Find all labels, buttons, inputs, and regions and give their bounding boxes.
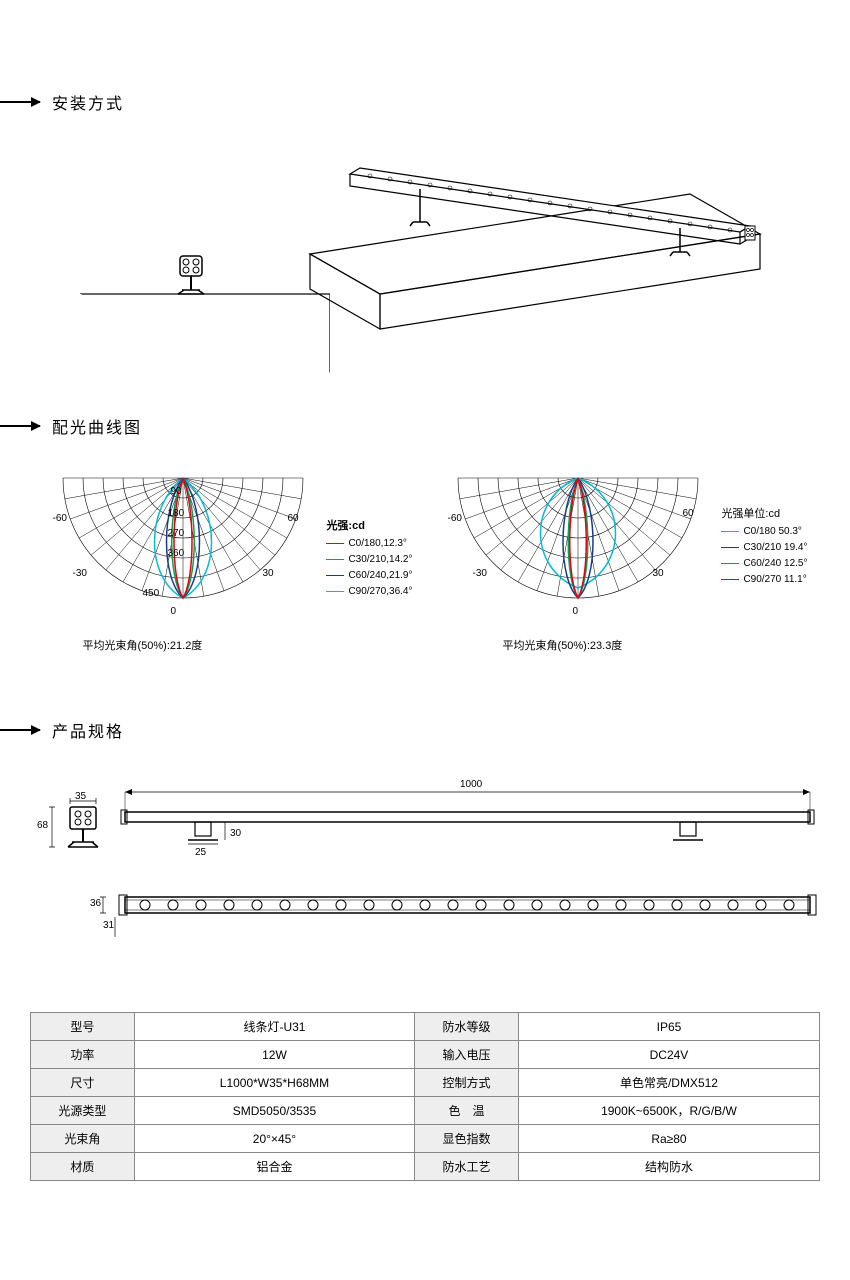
- table-header-cell: 尺寸: [31, 1069, 135, 1097]
- polar-header: 配光曲线图: [0, 414, 850, 438]
- table-row: 材质 铝合金 防水工艺 结构防水: [31, 1153, 820, 1181]
- polar2-caption: 平均光束角(50%):23.3度: [503, 637, 623, 653]
- polar-charts-row: -60 -30 0 30 60 90 180 270 360 450 光强:cd…: [0, 448, 850, 668]
- legend-row: C0/180 50.3°: [721, 524, 807, 540]
- arrow-icon: [0, 101, 40, 103]
- spec-section: 产品规格: [0, 718, 850, 1181]
- legend-row: C0/180,12.3°: [326, 536, 412, 552]
- table-header-cell: 防水等级: [415, 1013, 519, 1041]
- table-header-cell: 功率: [31, 1041, 135, 1069]
- table-value-cell: 线条灯-U31: [134, 1013, 414, 1041]
- table-row: 尺寸 L1000*W35*H68MM 控制方式 单色常亮/DMX512: [31, 1069, 820, 1097]
- polar1-legend: 光强:cd C0/180,12.3°C30/210,14.2°C60/240,2…: [326, 518, 412, 600]
- table-value-cell: 结构防水: [518, 1153, 819, 1181]
- polar-section: 配光曲线图: [0, 414, 850, 668]
- table-row: 光源类型 SMD5050/3535 色 温 1900K~6500K，R/G/B/…: [31, 1097, 820, 1125]
- table-header-cell: 控制方式: [415, 1069, 519, 1097]
- legend-swatch: [326, 591, 344, 593]
- polar1-svg: [53, 468, 313, 618]
- table-value-cell: 单色常亮/DMX512: [518, 1069, 819, 1097]
- table-header-cell: 输入电压: [415, 1041, 519, 1069]
- legend-row: C30/210 19.4°: [721, 540, 807, 556]
- install-header: 安装方式: [0, 90, 850, 114]
- table-header-cell: 显色指数: [415, 1125, 519, 1153]
- table-header-cell: 材质: [31, 1153, 135, 1181]
- legend-label: C60/240 12.5°: [743, 556, 807, 572]
- table-value-cell: 20°×45°: [134, 1125, 414, 1153]
- table-value-cell: Ra≥80: [518, 1125, 819, 1153]
- legend-swatch: [326, 543, 344, 545]
- table-value-cell: L1000*W35*H68MM: [134, 1069, 414, 1097]
- table-header-cell: 型号: [31, 1013, 135, 1041]
- legend-row: C90/270 11.1°: [721, 572, 807, 588]
- spec-header: 产品规格: [0, 718, 850, 742]
- legend-swatch: [721, 547, 739, 549]
- spec-title: 产品规格: [52, 718, 124, 742]
- legend-label: C90/270,36.4°: [348, 584, 412, 600]
- table-header-cell: 光源类型: [31, 1097, 135, 1125]
- spec-table: 型号 线条灯-U31 防水等级 IP65 功率 12W 输入电压 DC24V 尺…: [30, 1012, 820, 1181]
- table-header-cell: 光束角: [31, 1125, 135, 1153]
- legend-row: C90/270,36.4°: [326, 584, 412, 600]
- install-title: 安装方式: [52, 90, 124, 114]
- legend-swatch: [721, 531, 739, 533]
- install-3d-svg: [270, 134, 790, 334]
- legend-label: C90/270 11.1°: [743, 572, 806, 588]
- legend-swatch: [721, 563, 739, 565]
- legend-label: C60/240,21.9°: [348, 568, 412, 584]
- polar-title: 配光曲线图: [52, 414, 142, 438]
- polar-chart-2: -60 -30 0 30 60 光强单位:cd C0/180 50.3°C30/…: [448, 468, 798, 648]
- legend-label: C0/180 50.3°: [743, 524, 802, 540]
- table-value-cell: 12W: [134, 1041, 414, 1069]
- table-value-cell: 1900K~6500K，R/G/B/W: [518, 1097, 819, 1125]
- legend-row: C60/240,21.9°: [326, 568, 412, 584]
- spec-drawing: 1000 35 68 25 30 36 31: [30, 782, 820, 982]
- table-row: 型号 线条灯-U31 防水等级 IP65: [31, 1013, 820, 1041]
- legend-row: C60/240 12.5°: [721, 556, 807, 572]
- legend-row: C30/210,14.2°: [326, 552, 412, 568]
- table-value-cell: IP65: [518, 1013, 819, 1041]
- polar1-caption: 平均光束角(50%):21.2度: [83, 637, 203, 653]
- legend-label: C0/180,12.3°: [348, 536, 407, 552]
- legend-swatch: [721, 579, 739, 581]
- polar-chart-1: -60 -30 0 30 60 90 180 270 360 450 光强:cd…: [53, 468, 403, 648]
- polar2-legend: 光强单位:cd C0/180 50.3°C30/210 19.4°C60/240…: [721, 506, 807, 588]
- legend-swatch: [326, 559, 344, 561]
- table-value-cell: DC24V: [518, 1041, 819, 1069]
- install-section: 安装方式: [0, 0, 850, 384]
- legend-swatch: [326, 575, 344, 577]
- legend-label: C30/210,14.2°: [348, 552, 412, 568]
- polar2-svg: [448, 468, 708, 618]
- table-row: 功率 12W 输入电压 DC24V: [31, 1041, 820, 1069]
- table-value-cell: 铝合金: [134, 1153, 414, 1181]
- arrow-icon: [0, 425, 40, 427]
- table-header-cell: 色 温: [415, 1097, 519, 1125]
- legend-label: C30/210 19.4°: [743, 540, 807, 556]
- table-row: 光束角 20°×45° 显色指数 Ra≥80: [31, 1125, 820, 1153]
- table-value-cell: SMD5050/3535: [134, 1097, 414, 1125]
- install-diagram: [0, 124, 850, 384]
- side-mount-svg: [80, 254, 330, 374]
- spec-drawing-svg: [30, 782, 820, 982]
- table-header-cell: 防水工艺: [415, 1153, 519, 1181]
- arrow-icon: [0, 729, 40, 731]
